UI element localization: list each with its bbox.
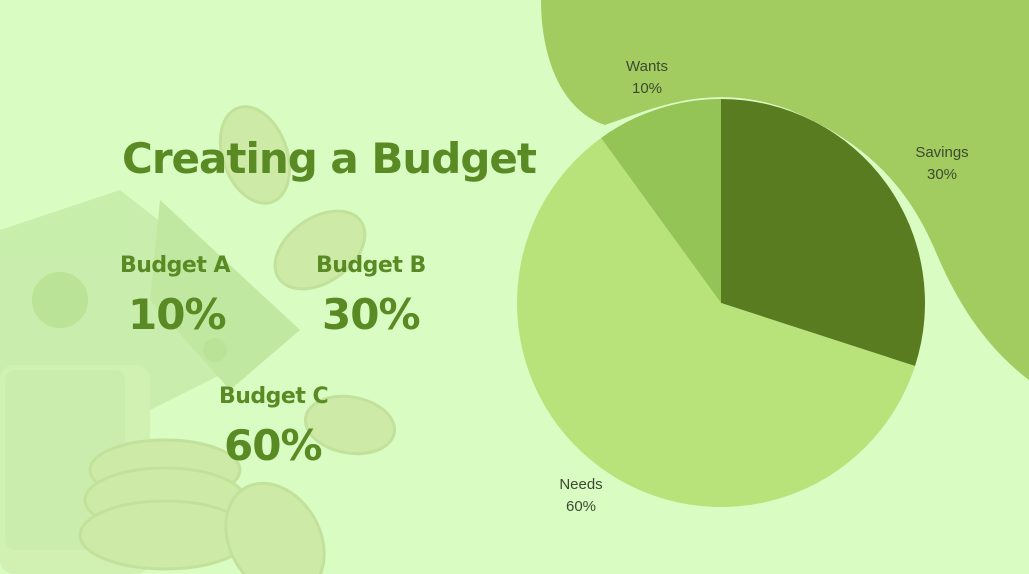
decor-blob [541, 0, 1029, 380]
budget-b-value: 30% [322, 290, 421, 339]
budget-a-value: 10% [128, 290, 227, 339]
budget-c-value: 60% [224, 421, 323, 470]
pie-slice-wants [601, 99, 721, 303]
pie-label-savings-name: Savings [915, 144, 969, 161]
pie-label-wants-name: Wants [626, 58, 668, 75]
coin-decor [78, 105, 397, 574]
budget-b-label: Budget B [316, 253, 426, 278]
pie-label-needs-value: 60% [565, 498, 597, 515]
pie-label-needs-name: Needs [559, 476, 603, 493]
pie-label-wants-value: 10% [631, 80, 663, 97]
pie-slice-savings [721, 99, 925, 367]
pie-label-savings: Savings 30% [915, 142, 968, 186]
page-title: Creating a Budget [122, 134, 537, 183]
pie-chart [516, 99, 925, 507]
pie-label-wants: Wants 10% [626, 56, 668, 100]
budget-c-label: Budget C [219, 384, 329, 409]
pie-slice-needs [516, 137, 916, 507]
pie-label-needs: Needs 60% [559, 474, 602, 518]
budget-a-label: Budget A [120, 253, 231, 278]
pie-label-savings-value: 30% [926, 166, 958, 183]
